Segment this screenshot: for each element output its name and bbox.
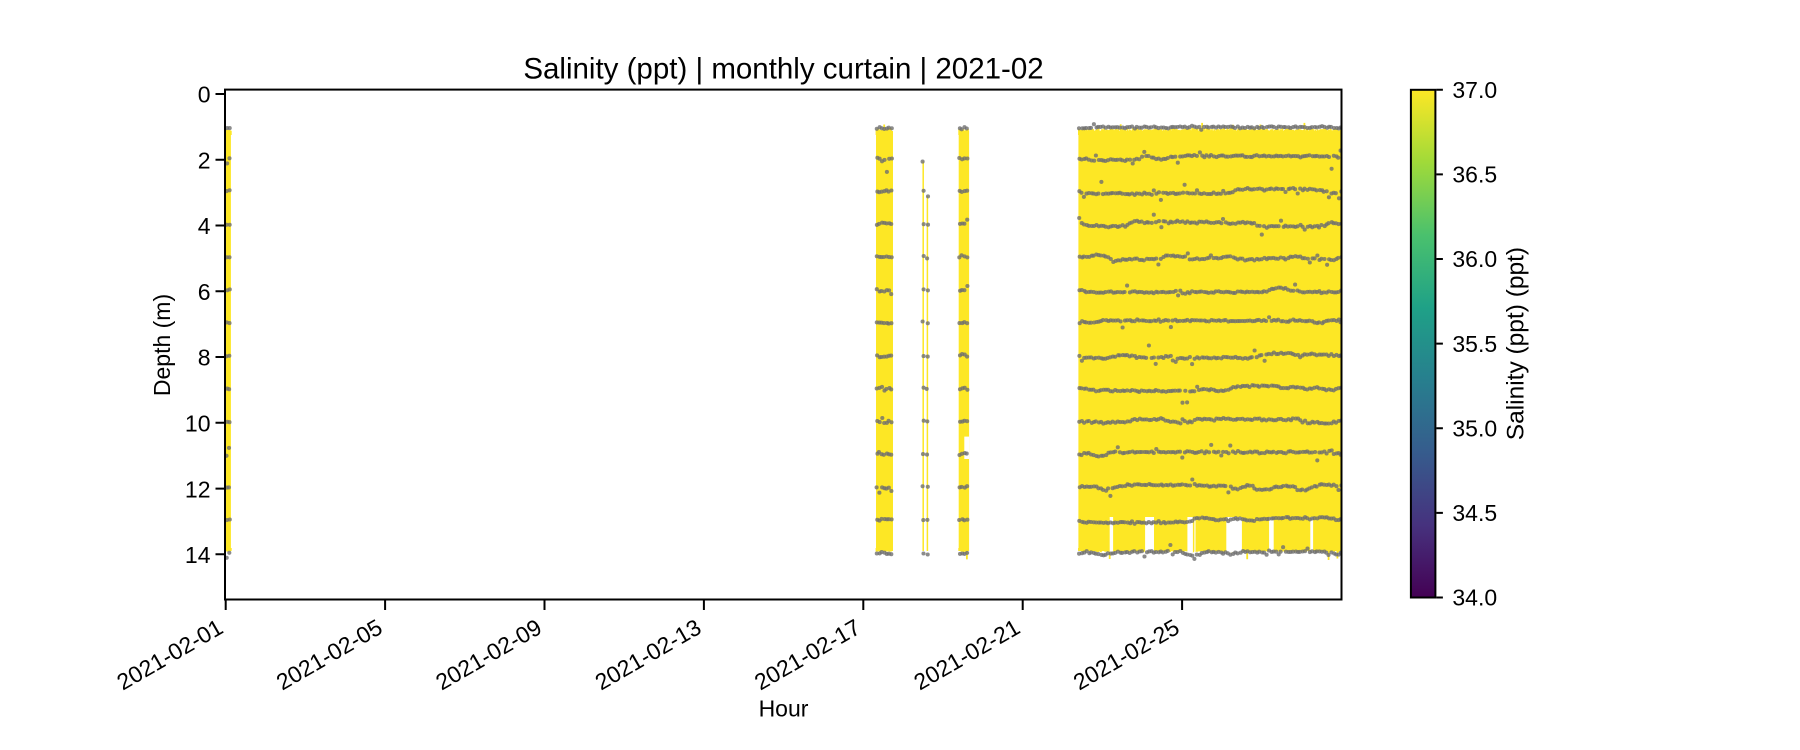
svg-text:36.5: 36.5 [1452, 162, 1497, 188]
svg-text:12: 12 [185, 476, 211, 502]
svg-text:Depth (m): Depth (m) [149, 294, 175, 396]
svg-text:34.0: 34.0 [1452, 585, 1497, 611]
svg-text:2: 2 [198, 148, 211, 174]
svg-text:35.0: 35.0 [1452, 416, 1497, 442]
svg-text:4: 4 [198, 213, 211, 239]
svg-text:37.0: 37.0 [1452, 77, 1497, 103]
svg-text:0: 0 [198, 82, 211, 108]
svg-text:Hour: Hour [759, 696, 809, 722]
svg-text:Salinity (ppt) | monthly curta: Salinity (ppt) | monthly curtain | 2021-… [523, 53, 1043, 86]
svg-text:10: 10 [185, 411, 211, 437]
svg-text:35.5: 35.5 [1452, 331, 1497, 357]
svg-text:Salinity (ppt) (ppt): Salinity (ppt) (ppt) [1503, 247, 1530, 440]
svg-text:34.5: 34.5 [1452, 500, 1497, 526]
svg-text:36.0: 36.0 [1452, 246, 1497, 272]
svg-text:6: 6 [198, 279, 211, 305]
svg-text:14: 14 [185, 542, 211, 568]
svg-text:8: 8 [198, 345, 211, 371]
